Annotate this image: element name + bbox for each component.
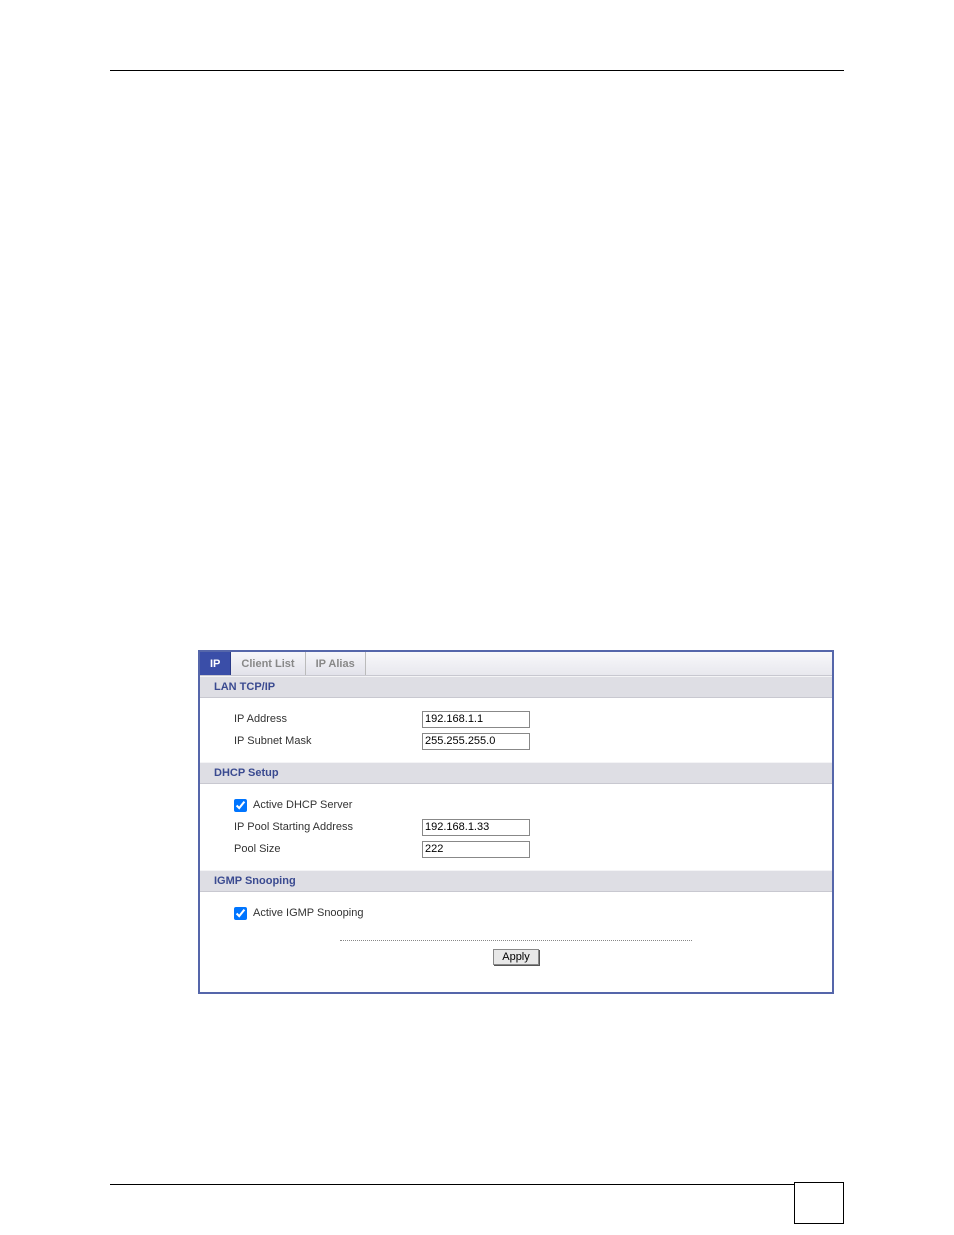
- label-subnet-mask: IP Subnet Mask: [234, 735, 422, 747]
- section-body-igmp: Active IGMP Snooping: [200, 892, 832, 934]
- section-header-igmp: IGMP Snooping: [200, 870, 832, 892]
- section-header-dhcp: DHCP Setup: [200, 762, 832, 784]
- row-active-dhcp: Active DHCP Server: [200, 794, 832, 816]
- label-pool-size: Pool Size: [234, 843, 422, 855]
- tab-client-list[interactable]: Client List: [231, 652, 305, 675]
- tab-bar: IP Client List IP Alias: [200, 652, 832, 676]
- section-header-lan-tcpip: LAN TCP/IP: [200, 676, 832, 698]
- apply-button[interactable]: Apply: [493, 949, 539, 965]
- label-active-dhcp: Active DHCP Server: [253, 799, 352, 811]
- row-pool-start: IP Pool Starting Address: [200, 816, 832, 838]
- input-pool-size[interactable]: [422, 841, 530, 858]
- tab-ip[interactable]: IP: [200, 652, 231, 675]
- label-ip-address: IP Address: [234, 713, 422, 725]
- label-pool-start: IP Pool Starting Address: [234, 821, 422, 833]
- checkbox-active-dhcp[interactable]: [234, 799, 247, 812]
- label-active-igmp: Active IGMP Snooping: [253, 907, 363, 919]
- top-horizontal-rule: [110, 70, 844, 71]
- section-body-dhcp: Active DHCP Server IP Pool Starting Addr…: [200, 784, 832, 870]
- checkbox-active-igmp[interactable]: [234, 907, 247, 920]
- dotted-divider: [340, 940, 692, 941]
- bottom-horizontal-rule: [110, 1184, 844, 1185]
- row-ip-address: IP Address: [200, 708, 832, 730]
- row-active-igmp: Active IGMP Snooping: [200, 902, 832, 924]
- tab-ip-alias[interactable]: IP Alias: [306, 652, 366, 675]
- footer-area: [110, 1184, 844, 1185]
- row-pool-size: Pool Size: [200, 838, 832, 860]
- apply-row: Apply: [200, 947, 832, 975]
- page-number-box: [794, 1182, 844, 1224]
- input-subnet-mask[interactable]: [422, 733, 530, 750]
- lan-config-window: IP Client List IP Alias LAN TCP/IP IP Ad…: [198, 650, 834, 994]
- section-body-lan-tcpip: IP Address IP Subnet Mask: [200, 698, 832, 762]
- input-pool-start[interactable]: [422, 819, 530, 836]
- row-subnet-mask: IP Subnet Mask: [200, 730, 832, 752]
- input-ip-address[interactable]: [422, 711, 530, 728]
